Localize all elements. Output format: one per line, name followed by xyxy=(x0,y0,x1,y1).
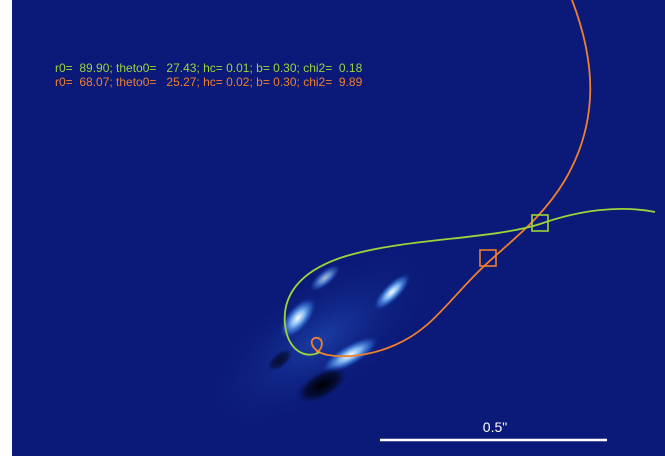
fit-annotation: r0= 68.07; theto0= 25.27; hc= 0.02; b= 0… xyxy=(55,75,363,89)
image-view: r0= 89.90; theto0= 27.43; hc= 0.01; b= 0… xyxy=(0,0,665,466)
fit-annotation: r0= 89.90; theto0= 27.43; hc= 0.01; b= 0… xyxy=(55,61,363,75)
scale-bar-label: 0.5" xyxy=(483,419,507,435)
page: {"annotations": [ {"text": "r0= 89.90; t… xyxy=(0,0,665,466)
